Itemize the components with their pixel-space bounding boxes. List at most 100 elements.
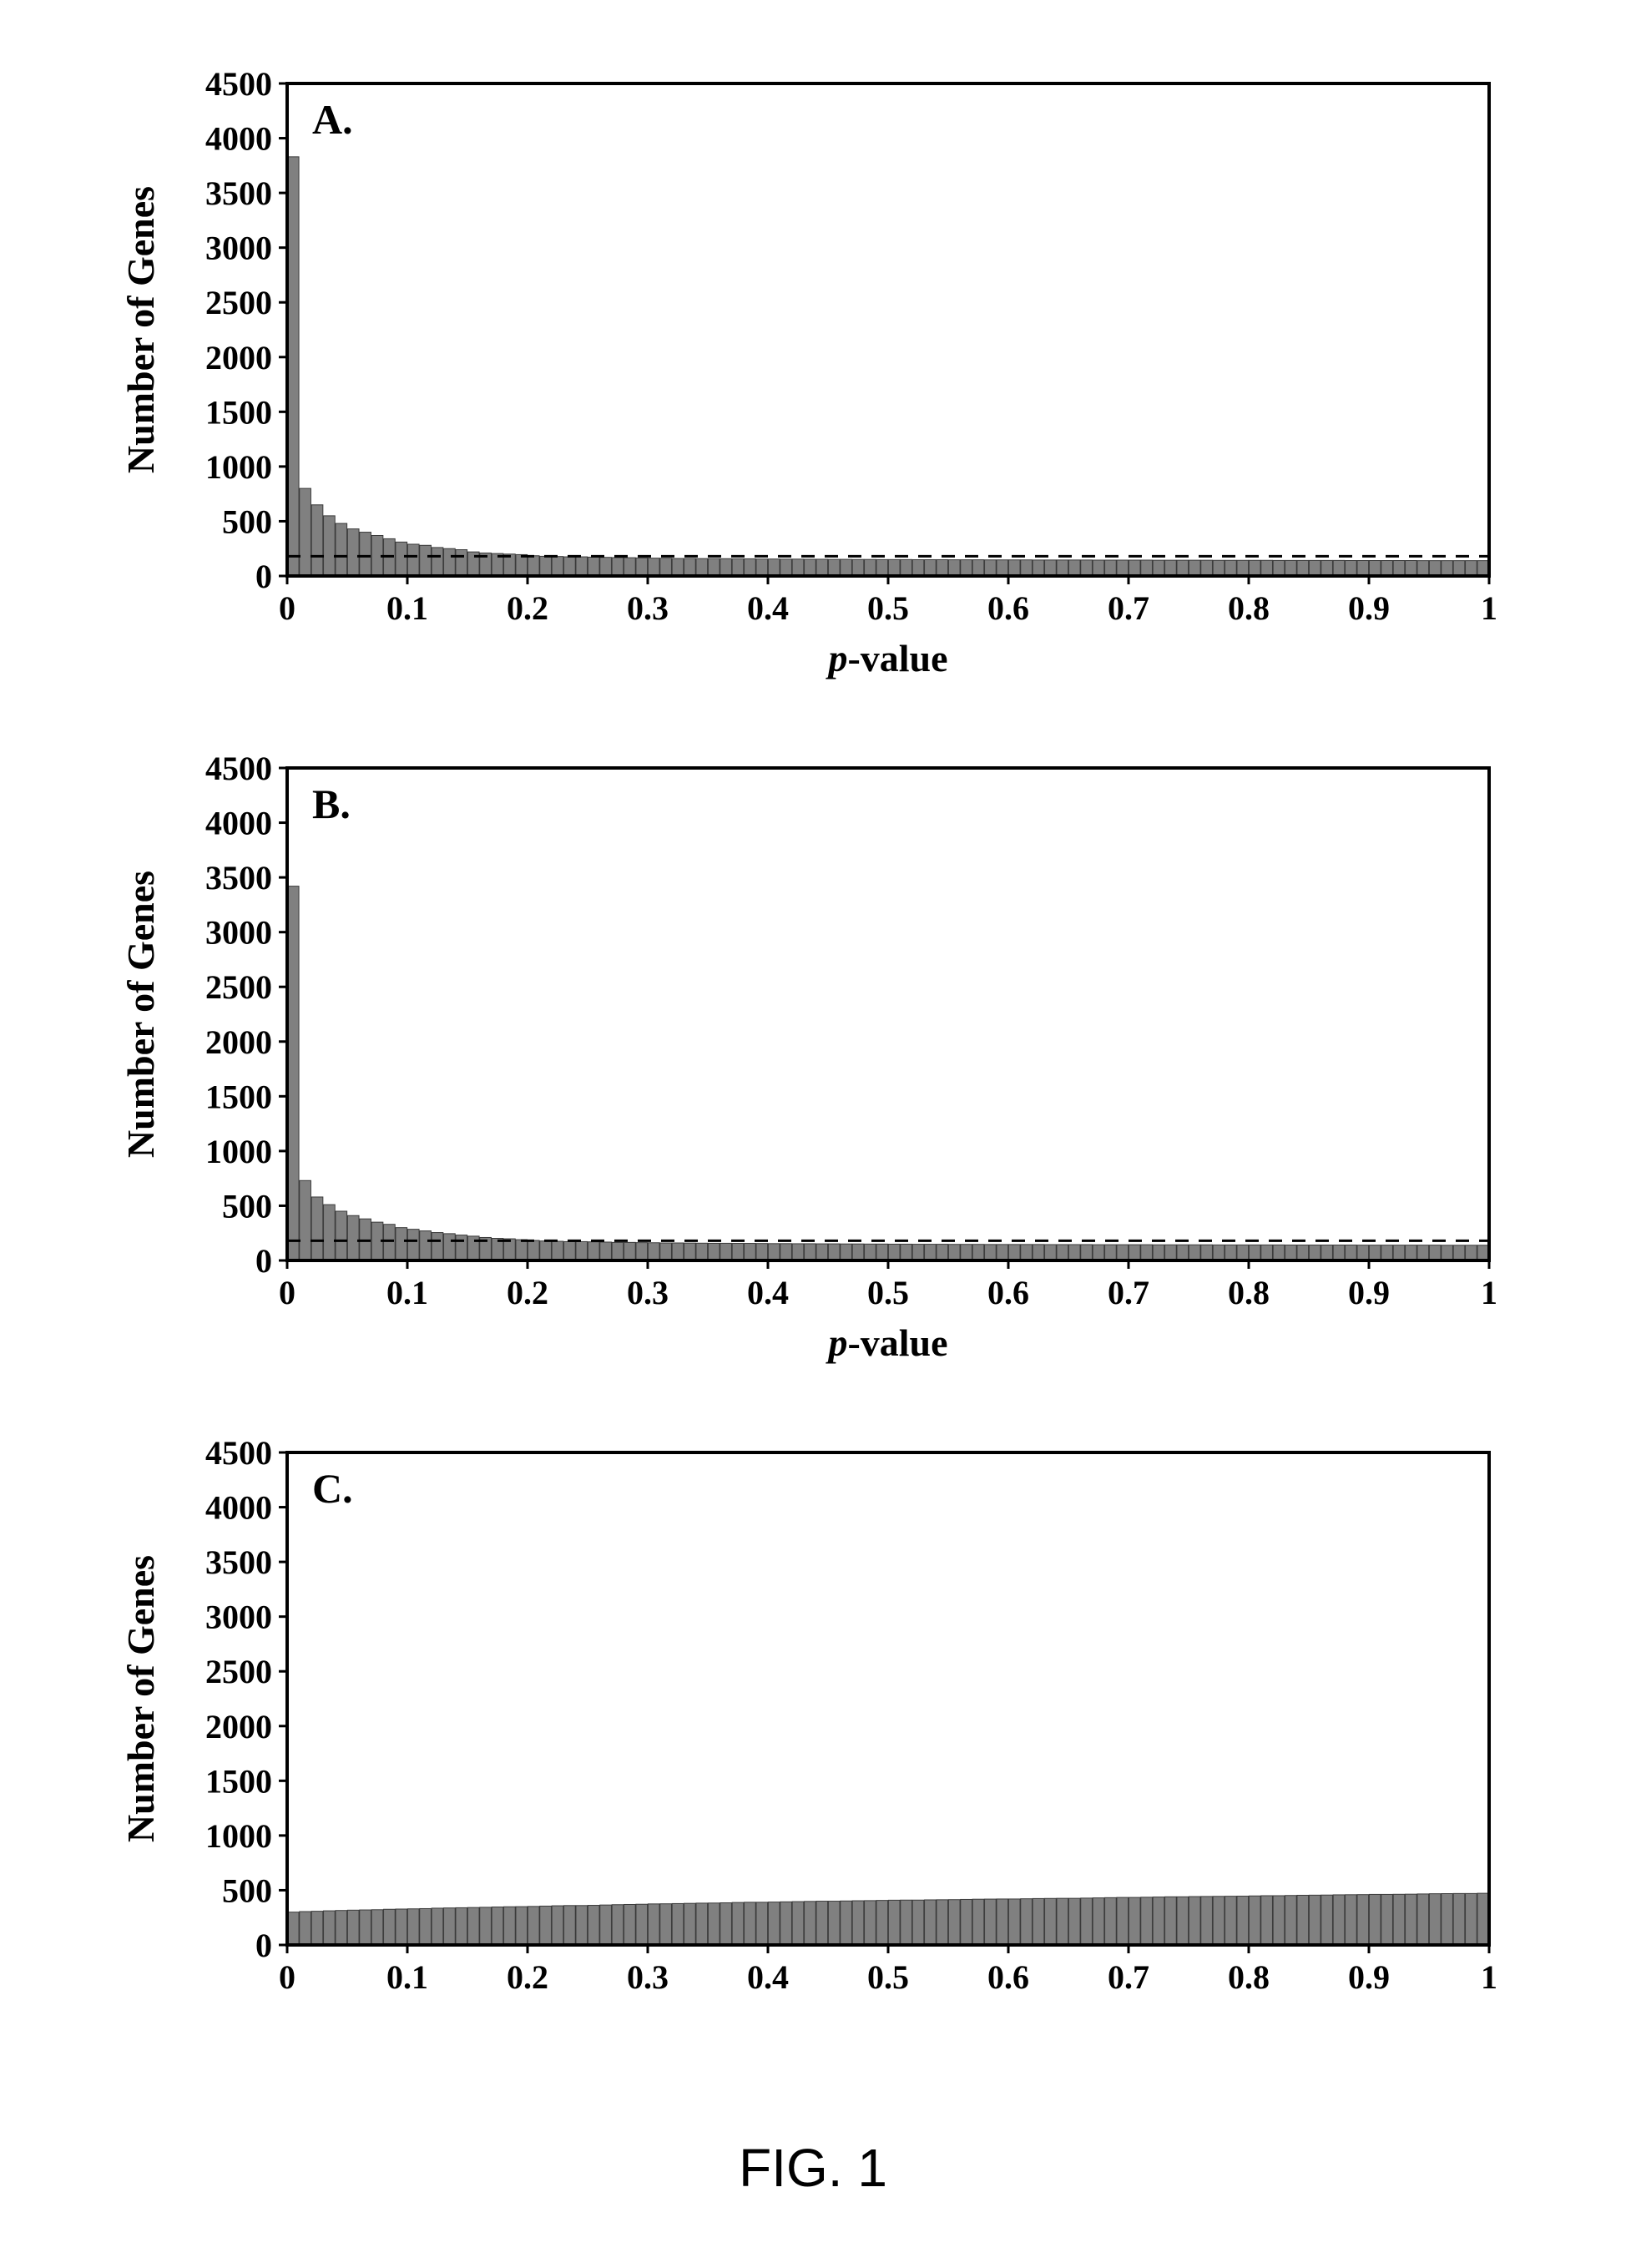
panels-container: 05001000150020002500300035004000450000.1… <box>100 67 1526 2037</box>
y-tick-label: 3500 <box>205 859 272 897</box>
panel-letter: C. <box>312 1465 353 1512</box>
bar <box>1309 1895 1320 1945</box>
bar <box>901 559 912 576</box>
bar <box>720 558 732 576</box>
x-tick-label: 0.7 <box>1108 1958 1149 1996</box>
bar <box>1033 1245 1044 1260</box>
bar <box>1297 1895 1309 1945</box>
chart-panel: 05001000150020002500300035004000450000.1… <box>104 1436 1522 2037</box>
x-tick-label: 0 <box>279 1274 295 1311</box>
bar <box>732 558 744 576</box>
bar <box>636 1243 648 1260</box>
bar <box>384 1225 396 1260</box>
bar <box>972 560 984 576</box>
bar <box>1213 560 1225 576</box>
y-tick-label: 3500 <box>205 1543 272 1581</box>
x-tick-label: 1 <box>1481 1274 1497 1311</box>
bar <box>1081 560 1093 576</box>
bar <box>516 1907 528 1945</box>
bar <box>1008 1245 1020 1260</box>
x-tick-label: 0.4 <box>747 589 789 627</box>
bar <box>1466 561 1477 576</box>
panel-letter: A. <box>312 96 353 143</box>
bar <box>1381 561 1393 576</box>
bar <box>311 505 323 576</box>
bar <box>708 1243 720 1260</box>
x-tick-label: 0.3 <box>627 1274 669 1311</box>
bar <box>1177 1245 1189 1260</box>
bar <box>347 529 359 576</box>
bar <box>1081 1245 1093 1260</box>
bar <box>1068 1898 1080 1945</box>
bar <box>768 1902 780 1945</box>
y-tick-label: 3500 <box>205 174 272 212</box>
bar <box>925 1245 937 1260</box>
bar <box>1225 560 1237 576</box>
bar <box>1321 1895 1333 1945</box>
x-tick-label: 0.7 <box>1108 1274 1149 1311</box>
bar <box>780 1902 792 1945</box>
bar <box>528 556 539 576</box>
x-tick-label: 0.9 <box>1348 589 1390 627</box>
bar <box>1357 561 1369 576</box>
bar <box>1129 1897 1140 1945</box>
bar <box>696 1243 708 1260</box>
bar <box>396 1909 407 1945</box>
y-tick-label: 500 <box>222 503 272 540</box>
chart-svg: 05001000150020002500300035004000450000.1… <box>104 751 1522 1402</box>
bar <box>672 1243 684 1260</box>
x-tick-label: 0.8 <box>1228 1958 1270 1996</box>
bar <box>876 1244 888 1260</box>
bar <box>816 559 828 576</box>
bar <box>1333 560 1345 576</box>
bar <box>1105 560 1117 576</box>
x-tick-label: 0.4 <box>747 1958 789 1996</box>
x-tick-label: 0 <box>279 589 295 627</box>
bar <box>1153 1897 1164 1945</box>
bar <box>1333 1895 1345 1945</box>
bar <box>420 1231 432 1260</box>
bar <box>1057 560 1068 576</box>
bar <box>648 558 659 576</box>
bar <box>1429 561 1441 576</box>
x-tick-label: 0.2 <box>507 589 548 627</box>
chart-panel: 05001000150020002500300035004000450000.1… <box>104 751 1522 1402</box>
x-tick-label: 0.1 <box>386 1274 428 1311</box>
bar <box>696 1903 708 1945</box>
bar <box>985 1245 997 1260</box>
bar <box>768 1244 780 1260</box>
bar <box>768 559 780 576</box>
bar <box>624 558 636 576</box>
bar <box>1346 561 1357 576</box>
bar <box>780 1244 792 1260</box>
x-tick-label: 0.8 <box>1228 1274 1270 1311</box>
bar <box>888 1244 900 1260</box>
bar <box>720 1903 732 1945</box>
y-tick-label: 0 <box>255 558 272 595</box>
y-tick-label: 4500 <box>205 1436 272 1472</box>
bar <box>684 1243 696 1260</box>
bar <box>540 556 552 576</box>
bar <box>456 550 467 576</box>
bar <box>1406 1894 1417 1945</box>
bar <box>1453 1893 1465 1945</box>
bar <box>997 560 1008 576</box>
bar <box>588 1906 599 1945</box>
y-tick-label: 2000 <box>205 1708 272 1745</box>
bar <box>552 1241 563 1260</box>
bar <box>1021 1245 1033 1260</box>
bar <box>432 1908 443 1945</box>
bar <box>1273 1245 1285 1260</box>
y-axis-label: Number of Genes <box>119 186 162 473</box>
bar <box>660 1243 672 1260</box>
chart-panel: 05001000150020002500300035004000450000.1… <box>104 67 1522 718</box>
bar <box>336 1911 347 1945</box>
bar <box>648 1243 659 1260</box>
bar <box>1381 1245 1393 1260</box>
bar <box>360 1910 371 1945</box>
bar <box>1213 1245 1225 1260</box>
x-tick-label: 0.5 <box>867 1274 909 1311</box>
x-tick-label: 0.7 <box>1108 589 1149 627</box>
bar <box>420 545 432 576</box>
x-tick-label: 0.3 <box>627 1958 669 1996</box>
